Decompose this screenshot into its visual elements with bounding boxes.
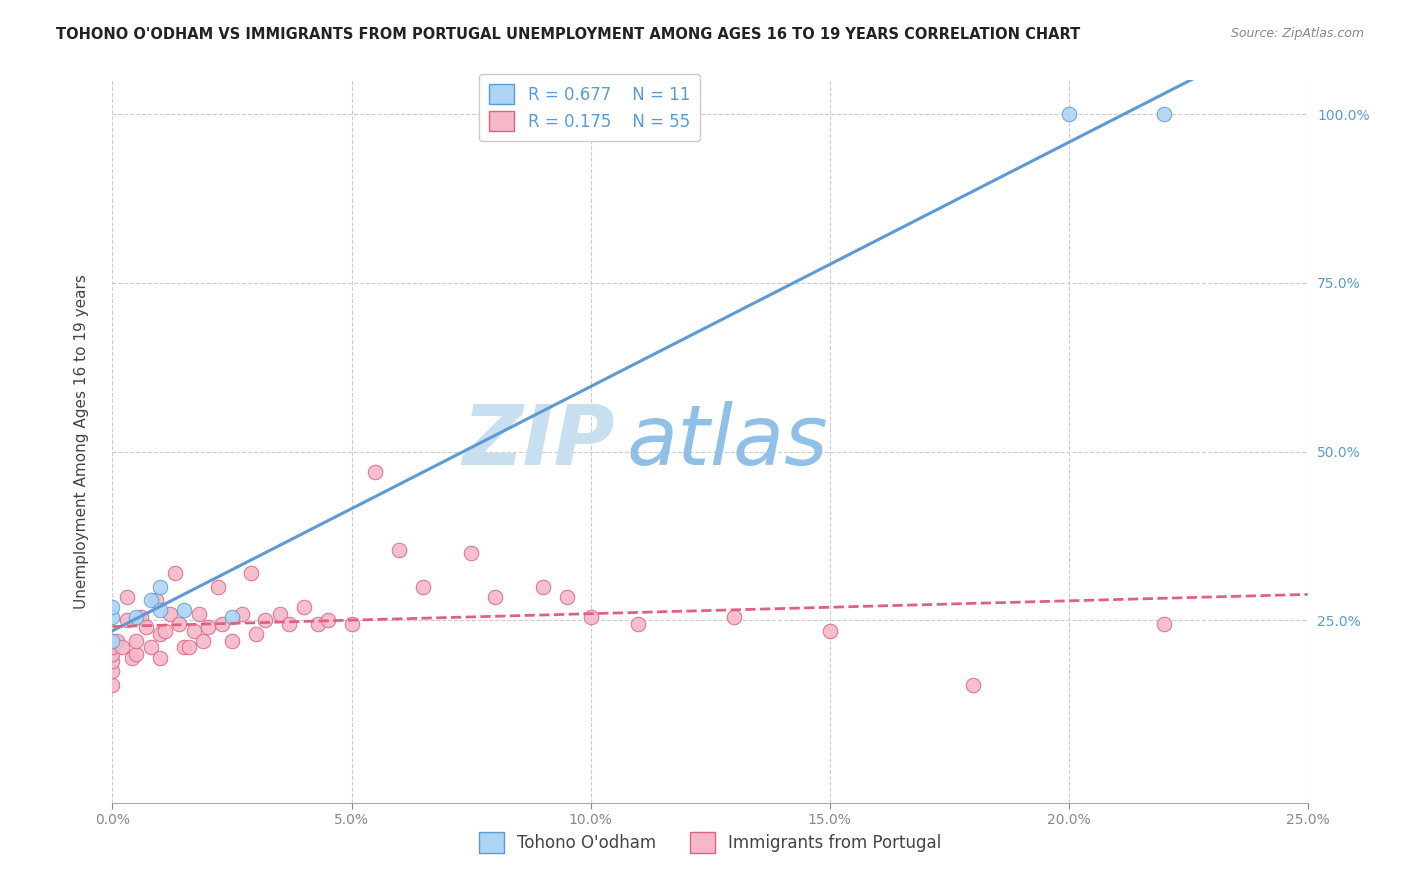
Point [125, 633, 148, 648]
Point [125, 647, 148, 661]
Point [1153, 616, 1175, 631]
Point [292, 599, 315, 614]
Point [240, 566, 263, 581]
Point [153, 624, 176, 638]
Point [962, 678, 984, 692]
Point [187, 607, 209, 621]
Point [149, 650, 172, 665]
Text: TOHONO O'ODHAM VS IMMIGRANTS FROM PORTUGAL UNEMPLOYMENT AMONG AGES 16 TO 19 YEAR: TOHONO O'ODHAM VS IMMIGRANTS FROM PORTUG… [56, 27, 1080, 42]
Point [173, 603, 195, 617]
Point [101, 633, 124, 648]
Point [159, 607, 181, 621]
Point [101, 664, 124, 678]
Point [579, 610, 602, 624]
Point [177, 640, 200, 655]
Point [221, 610, 243, 624]
Point [231, 607, 253, 621]
Point [307, 616, 329, 631]
Point [101, 599, 124, 614]
Point [484, 590, 506, 604]
Point [193, 633, 215, 648]
Point [149, 627, 172, 641]
Text: atlas: atlas [627, 401, 828, 482]
Point [145, 593, 167, 607]
Point [183, 624, 205, 638]
Point [1153, 107, 1175, 121]
Point [412, 580, 434, 594]
Point [723, 610, 745, 624]
Point [115, 590, 138, 604]
Point [169, 616, 191, 631]
Point [316, 614, 339, 628]
Point [197, 620, 219, 634]
Y-axis label: Unemployment Among Ages 16 to 19 years: Unemployment Among Ages 16 to 19 years [75, 274, 89, 609]
Point [101, 678, 124, 692]
Point [818, 624, 841, 638]
Point [269, 607, 291, 621]
Point [101, 610, 124, 624]
Point [105, 633, 128, 648]
Point [1057, 107, 1080, 121]
Point [149, 580, 172, 594]
Point [139, 640, 162, 655]
Point [278, 616, 301, 631]
Point [139, 593, 162, 607]
Point [627, 616, 650, 631]
Point [115, 614, 138, 628]
Point [245, 627, 267, 641]
Point [531, 580, 554, 594]
Point [125, 610, 148, 624]
Point [221, 633, 243, 648]
Point [207, 580, 229, 594]
Point [101, 640, 124, 655]
Point [460, 546, 482, 560]
Point [388, 542, 411, 557]
Point [555, 590, 578, 604]
Point [101, 633, 124, 648]
Text: Source: ZipAtlas.com: Source: ZipAtlas.com [1230, 27, 1364, 40]
Point [211, 616, 233, 631]
Point [340, 616, 363, 631]
Point [121, 650, 143, 665]
Point [101, 654, 124, 668]
Point [135, 620, 157, 634]
Point [254, 614, 277, 628]
Point [149, 603, 172, 617]
Point [101, 647, 124, 661]
Point [163, 566, 186, 581]
Point [111, 640, 134, 655]
Legend: Tohono O'odham, Immigrants from Portugal: Tohono O'odham, Immigrants from Portugal [472, 826, 948, 860]
Point [129, 610, 152, 624]
Text: ZIP: ZIP [461, 401, 614, 482]
Point [364, 465, 387, 479]
Point [173, 640, 195, 655]
